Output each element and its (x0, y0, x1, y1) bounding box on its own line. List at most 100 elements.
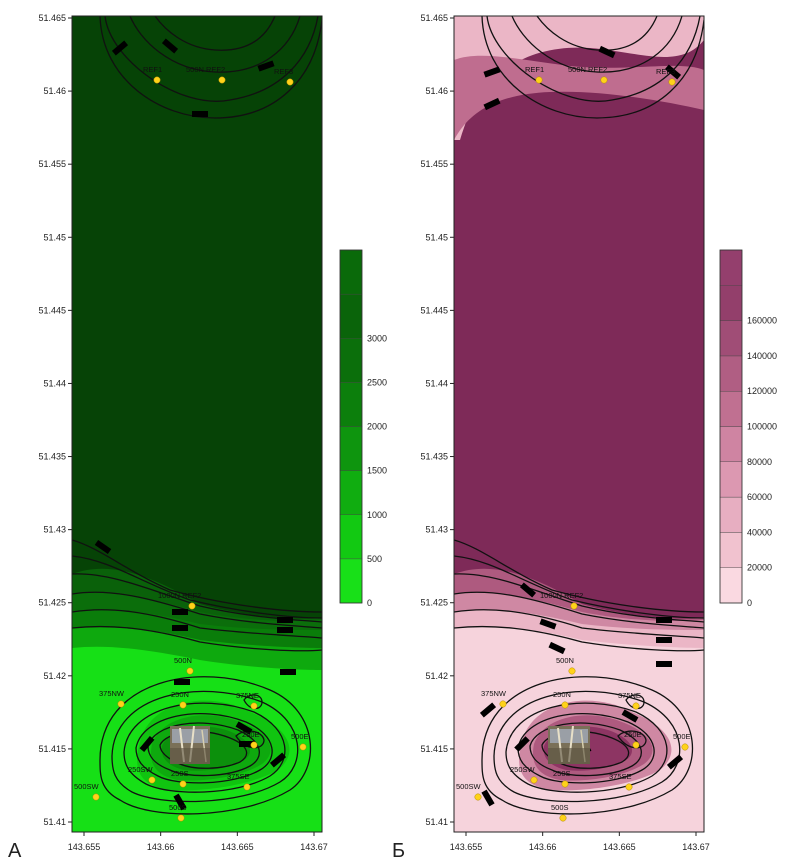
x-tick-label: 143.655 (450, 842, 483, 852)
y-tick-label: 51.425 (38, 598, 66, 608)
contour-label-mark (161, 38, 179, 54)
contour-line (454, 625, 704, 652)
legend-swatch (719, 461, 743, 498)
legend-tick-label: 120000 (747, 386, 777, 396)
contour-label-mark (94, 539, 112, 555)
contour-label-mark (269, 752, 287, 768)
station-label: REF1 (525, 65, 544, 74)
station-label: 500S (551, 803, 569, 812)
contour-label-mark (656, 637, 672, 643)
y-tick-label: 51.42 (425, 671, 448, 681)
legend-swatch (719, 249, 743, 286)
legend-tick-label: 160000 (747, 316, 777, 326)
contour-label-mark (483, 66, 501, 78)
station-marker (535, 76, 543, 84)
panel-letter: А (8, 840, 22, 859)
station-label: 375SE (609, 772, 632, 781)
contour-label-mark (139, 735, 155, 753)
legend-swatch (719, 355, 743, 392)
contour-label-mark (656, 617, 672, 623)
legend-tick-label: 1000 (367, 510, 387, 520)
y-tick-label: 51.445 (38, 305, 66, 315)
station-label: 250E (242, 730, 260, 739)
contour-label-mark (519, 582, 537, 598)
station-label: 375NE (618, 691, 641, 700)
station-marker (625, 783, 633, 791)
station-marker (250, 702, 258, 710)
station-marker (570, 602, 578, 610)
contour-line (154, 16, 276, 51)
station-label: 500SW (74, 782, 100, 791)
contour-line (99, 16, 322, 119)
station-marker (632, 702, 640, 710)
contour-label-mark (257, 60, 275, 72)
station-marker (179, 701, 187, 709)
station-marker (561, 701, 569, 709)
contour-line (454, 539, 704, 613)
color-legend: 0 500 1000 1500 2000 2500 3000 (339, 249, 387, 608)
drilling-platform-icon (170, 725, 210, 764)
drilling-platform-icon (548, 725, 590, 764)
station-label: 1000N REF2 (158, 591, 201, 600)
legend-swatch (339, 470, 363, 515)
legend-swatch (719, 567, 743, 604)
legend-tick-label: 100000 (747, 422, 777, 432)
legend-tick-label: 140000 (747, 351, 777, 361)
legend-tick-label: 80000 (747, 457, 772, 467)
x-tick-label: 143.67 (682, 842, 710, 852)
contour-line (99, 676, 312, 815)
x-axis: 143.655 143.66 143.665 143.67 (68, 832, 328, 852)
y-tick-label: 51.46 (425, 86, 448, 96)
station-marker (299, 743, 307, 751)
station-label: 375NW (99, 689, 125, 698)
legend-swatch (339, 382, 363, 427)
contour-line (511, 16, 683, 73)
legend-swatch (339, 514, 363, 560)
contour-line (486, 16, 701, 102)
contour-line (617, 730, 647, 749)
contour-label-mark (666, 754, 684, 770)
station-label: 500SW (456, 782, 482, 791)
legend-tick-label: 500 (367, 554, 382, 564)
legend-tick-label: 0 (747, 598, 752, 608)
station-label: 500N (174, 656, 192, 665)
contour-label-mark (621, 709, 639, 723)
contour-line (135, 712, 273, 784)
legend-tick-label: 3000 (367, 333, 387, 343)
contour-line (625, 694, 645, 710)
legend-swatch (339, 426, 363, 471)
station-marker (568, 667, 576, 675)
contour-label-mark (173, 793, 187, 811)
station-marker (600, 76, 608, 84)
station-marker (188, 602, 196, 610)
y-tick-label: 51.43 (43, 525, 66, 535)
contour-line (72, 591, 322, 629)
legend-tick-label: 2500 (367, 377, 387, 387)
contour-label-mark (277, 627, 293, 633)
contour-lines (72, 16, 322, 815)
x-tick-label: 143.66 (147, 842, 175, 852)
y-tick-label: 51.46 (43, 86, 66, 96)
station-label: 500N REF2 (568, 65, 607, 74)
y-tick-label: 51.45 (425, 232, 448, 242)
station-label: REF3 (274, 67, 293, 76)
contour-line (243, 694, 263, 710)
y-axis: 51.465 51.46 51.455 51.45 51.445 51.44 51.435 5… (420, 13, 454, 827)
contour-label-mark (174, 679, 190, 685)
contour-label-mark (479, 702, 497, 718)
contour-label-mark (111, 40, 129, 56)
station-label: 500E (673, 732, 691, 741)
station-marker (286, 78, 294, 86)
legend-swatch (719, 391, 743, 427)
y-tick-label: 51.415 (420, 744, 448, 754)
station-marker (681, 743, 689, 751)
contour-label-mark (239, 741, 255, 747)
contour-line (72, 609, 322, 639)
station-marker (148, 776, 156, 784)
station-label: 500S (169, 803, 187, 812)
y-tick-label: 51.465 (38, 13, 66, 23)
y-tick-label: 51.44 (43, 378, 66, 388)
contour-line (536, 16, 658, 51)
legend-tick-label: 1500 (367, 466, 387, 476)
y-tick-label: 51.415 (38, 744, 66, 754)
